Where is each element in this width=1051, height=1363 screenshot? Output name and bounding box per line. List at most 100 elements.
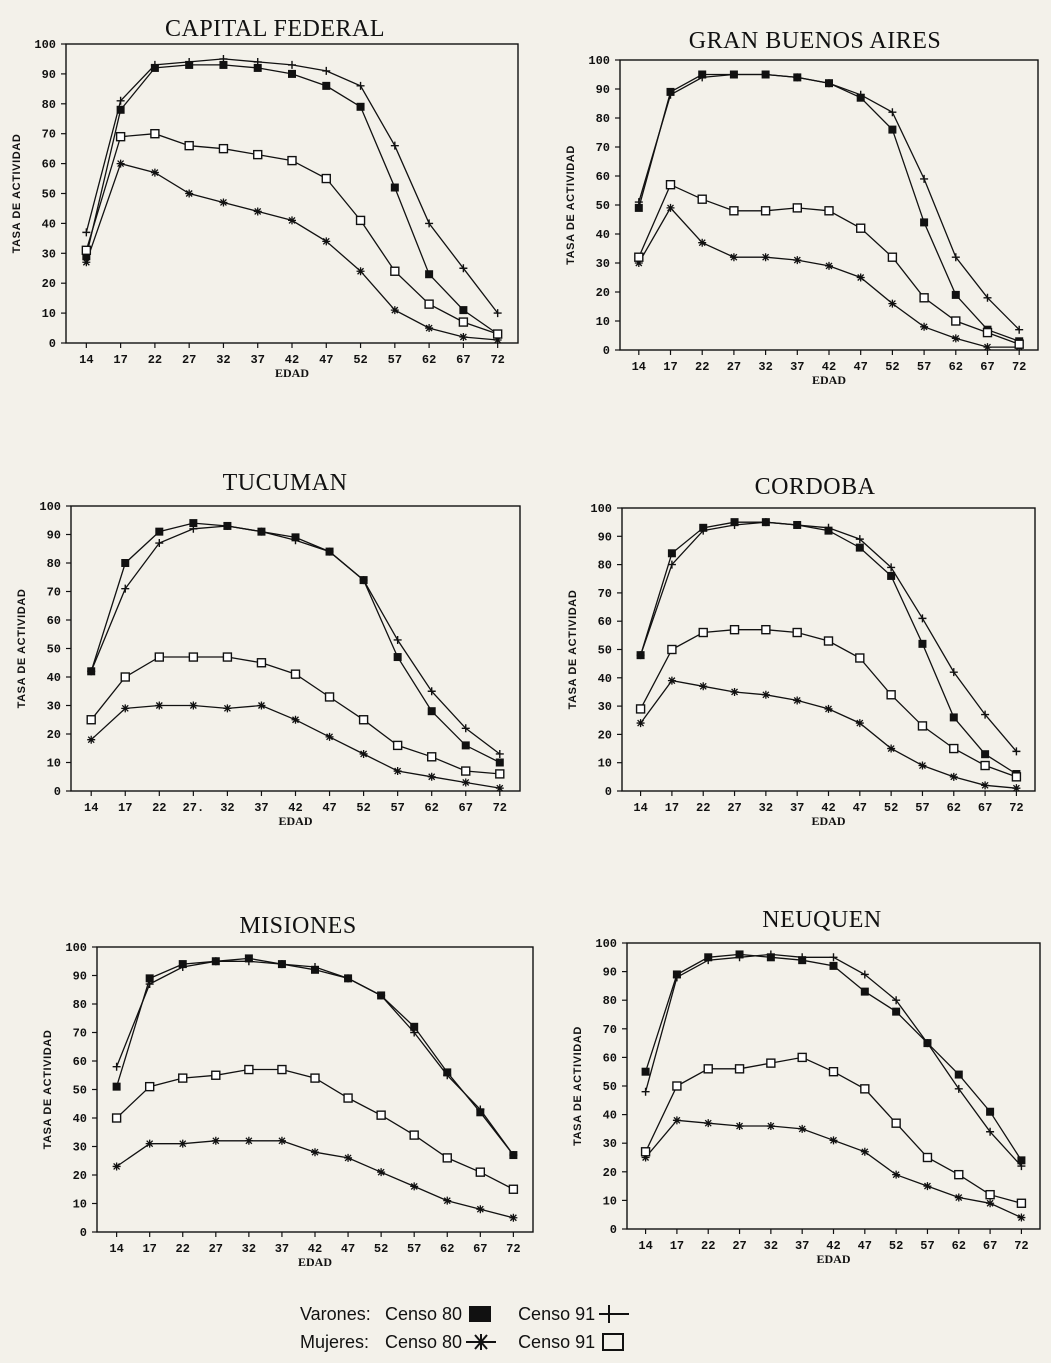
point-m80 (761, 253, 770, 262)
x-tick-label: 72 (1009, 801, 1023, 815)
point-m80 (87, 735, 96, 744)
x-tick-label: 22 (152, 801, 166, 815)
point-m80 (735, 1122, 744, 1131)
chart-title: TUCUMAN (223, 470, 348, 496)
point-v80 (121, 559, 130, 567)
point-v91 (145, 980, 154, 989)
point-m91 (290, 669, 301, 679)
point-v80 (855, 543, 864, 552)
x-tick-label: 14 (84, 801, 98, 815)
x-tick-label: 47 (322, 801, 336, 815)
point-v80 (410, 1022, 419, 1031)
point-m91 (886, 690, 896, 700)
x-tick-label: 72 (506, 1242, 520, 1256)
plot-frame (619, 59, 1039, 351)
point-v91 (672, 973, 681, 982)
point-m91 (495, 769, 505, 779)
x-tick-label: 32 (216, 353, 230, 367)
y-tick-label: 40 (47, 671, 61, 685)
point-v91 (983, 293, 992, 302)
point-m91 (1016, 1198, 1027, 1208)
point-m80 (798, 1124, 807, 1133)
point-v91 (178, 962, 187, 971)
legend-varones-label: Varones: (300, 1303, 371, 1324)
point-v91 (253, 57, 262, 66)
point-v80 (920, 218, 929, 227)
x-tick-label: 42 (822, 360, 836, 374)
x-tick-label: 22 (696, 801, 710, 815)
point-m80 (425, 324, 434, 333)
chart-5: NEUQUEN 0 10 20 30 40 50 60 70 80 90 100 14 17 22 27 32 3… (572, 907, 1041, 1266)
open-square-marker-icon (602, 1333, 625, 1351)
point-m91 (949, 743, 959, 754)
series-line-m91 (640, 629, 1017, 778)
point-v91 (476, 1105, 485, 1114)
series-line-v80 (639, 521, 1017, 775)
point-m80 (1012, 784, 1021, 793)
point-v80 (634, 203, 643, 212)
x-tick-label: 22 (148, 353, 162, 367)
point-v91 (730, 520, 739, 529)
point-m80 (892, 1170, 901, 1179)
point-v91 (954, 1084, 963, 1093)
point-v91 (825, 79, 833, 88)
point-v91 (949, 668, 958, 677)
chart-title: CORDOBA (755, 474, 876, 500)
point-m91 (287, 155, 297, 166)
x-tick-label: 37 (251, 353, 265, 367)
x-tick-label: 72 (490, 353, 504, 367)
point-m91 (188, 652, 199, 662)
point-v91 (87, 667, 96, 676)
y-tick-label: 100 (34, 38, 56, 52)
point-v91 (116, 96, 125, 105)
series-line-v80 (85, 64, 499, 335)
point-m80 (393, 767, 402, 776)
series-line-v91 (85, 58, 499, 314)
x-tick-label: 52 (374, 1242, 388, 1256)
point-m80 (277, 1136, 286, 1145)
point-m91 (392, 740, 403, 751)
point-v91 (761, 518, 770, 527)
plot-frame (70, 505, 521, 792)
point-m91 (797, 1052, 807, 1063)
point-v80 (981, 750, 990, 759)
point-m91 (887, 252, 898, 262)
x-tick-label: 32 (759, 801, 773, 815)
point-m91 (424, 299, 434, 309)
point-m80 (954, 1193, 963, 1202)
point-m91 (81, 245, 92, 256)
point-v91 (636, 651, 645, 660)
point-v91 (185, 57, 194, 66)
y-tick-label: 0 (605, 785, 612, 799)
point-m91 (211, 1070, 221, 1080)
point-v91 (1012, 747, 1021, 756)
point-v91 (860, 970, 869, 979)
point-v91 (667, 560, 676, 569)
point-v91 (257, 527, 266, 536)
point-m91 (442, 1153, 452, 1163)
point-v91 (325, 547, 334, 556)
x-tick-label: 14 (633, 801, 647, 815)
x-tick-label: 17 (142, 1242, 156, 1256)
y-tick-label: 20 (47, 728, 61, 742)
point-m80 (888, 299, 897, 308)
y-tick-label: 80 (73, 998, 87, 1012)
x-tick-label: 42 (826, 1239, 840, 1253)
point-m91 (985, 1189, 995, 1200)
y-tick-label: 60 (598, 615, 612, 629)
x-tick-label: 57 (390, 801, 404, 815)
point-m91 (698, 627, 708, 638)
point-v80 (1017, 1156, 1026, 1165)
y-tick-label: 80 (603, 994, 617, 1008)
point-m91 (917, 721, 928, 731)
point-v91 (291, 536, 300, 545)
x-tick-label: 14 (79, 353, 93, 367)
chart-title: MISIONES (239, 913, 356, 939)
y-tick-label: 40 (603, 1109, 617, 1123)
legend: Varones: Censo 80 Censo 91 Mujeres: Cens… (300, 1300, 630, 1356)
point-v91 (1015, 325, 1024, 334)
point-m80 (918, 761, 927, 770)
point-m91 (792, 203, 803, 213)
point-v91 (761, 70, 770, 79)
point-m91 (184, 140, 194, 151)
